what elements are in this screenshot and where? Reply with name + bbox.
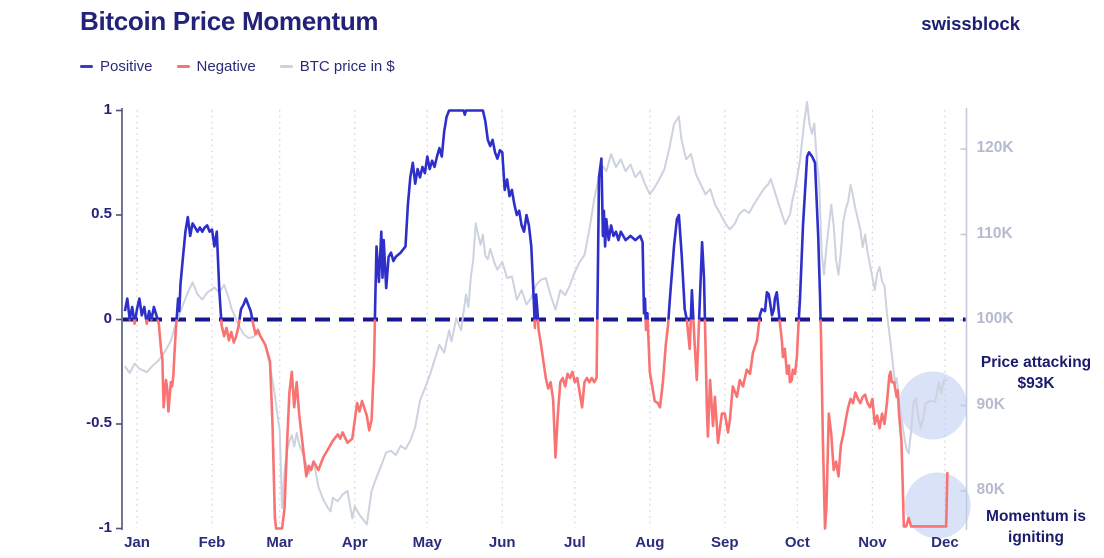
brand-logo: swissblock (921, 13, 1020, 34)
momentum-line-negative (128, 319, 949, 530)
legend-item-negative: Negative (176, 58, 256, 75)
legend-label-positive: Positive (100, 58, 153, 75)
highlight-circle-price-attacking-93k (898, 371, 967, 440)
legend-dash-btc-price-icon (279, 65, 293, 68)
annotation-momentum-igniting: Momentum is igniting (971, 506, 1101, 548)
annotation-line: igniting (1008, 529, 1064, 546)
legend-dash-negative-icon (176, 65, 190, 68)
annotation-line: Momentum is (986, 508, 1086, 525)
legend: Positive Negative BTC price in $ (80, 58, 419, 75)
annotation-line: Price attacking (980, 354, 1092, 371)
btc-price-line (124, 101, 948, 526)
legend-label-negative: Negative (196, 58, 256, 75)
annotation-price-attacking: Price attacking $93K (971, 352, 1101, 394)
legend-item-positive: Positive (80, 58, 153, 75)
legend-item-btc-price: BTC price in $ (279, 58, 395, 75)
legend-dash-positive-icon (80, 65, 93, 68)
annotation-line: $93K (1017, 375, 1055, 392)
highlight-circle-momentum-igniting (904, 472, 971, 539)
page-title: Bitcoin Price Momentum (80, 6, 379, 36)
legend-label-btc-price: BTC price in $ (299, 58, 395, 75)
